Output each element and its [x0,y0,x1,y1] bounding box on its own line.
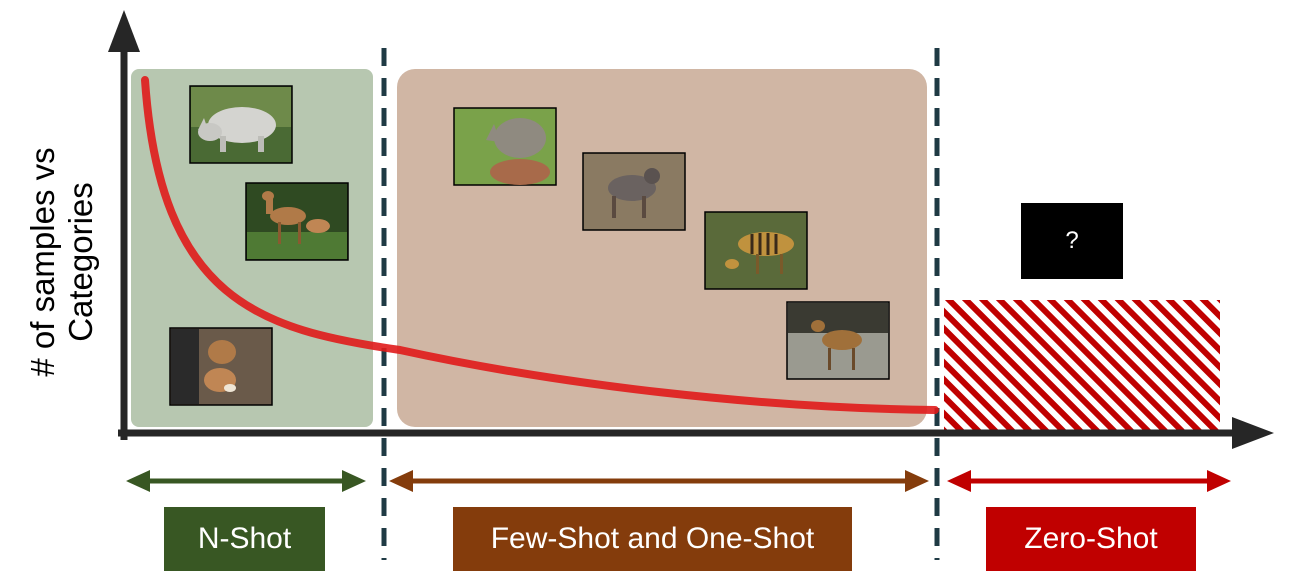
y-axis-label-line-1: # of samples vs [24,147,61,377]
few-shot-label: Few-Shot and One-Shot [453,507,852,571]
chevrotain-striped-photo [704,211,808,290]
mara-photo [582,152,686,231]
x-axis-arrowhead [1232,417,1274,449]
long-tail-curve [141,76,939,414]
zero-shot-range-arrow [947,470,1231,492]
unknown-symbol: ? [1065,227,1079,254]
zero-shot-label: Zero-Shot [986,507,1196,571]
n-shot-range-arrow [126,470,366,492]
deer-photo [245,182,349,261]
n-shot-label-text: N-Shot [197,522,292,555]
rhino-photo [189,85,293,164]
baby-rhino-photo [453,107,557,186]
few-shot-label-text: Few-Shot and One-Shot [490,522,815,555]
zero-shot-label-text: Zero-Shot [1024,522,1158,555]
mouse-photo [169,327,273,406]
y-axis-label-line-2: Categories [62,182,99,342]
zero-shot-hatched-area [944,300,1220,430]
few-shot-range-arrow [389,470,929,492]
unknown-category-box: ? [1021,203,1123,279]
y-axis-arrowhead [108,10,140,52]
n-shot-label: N-Shot [164,507,325,571]
mouse-deer-photo [786,301,890,380]
